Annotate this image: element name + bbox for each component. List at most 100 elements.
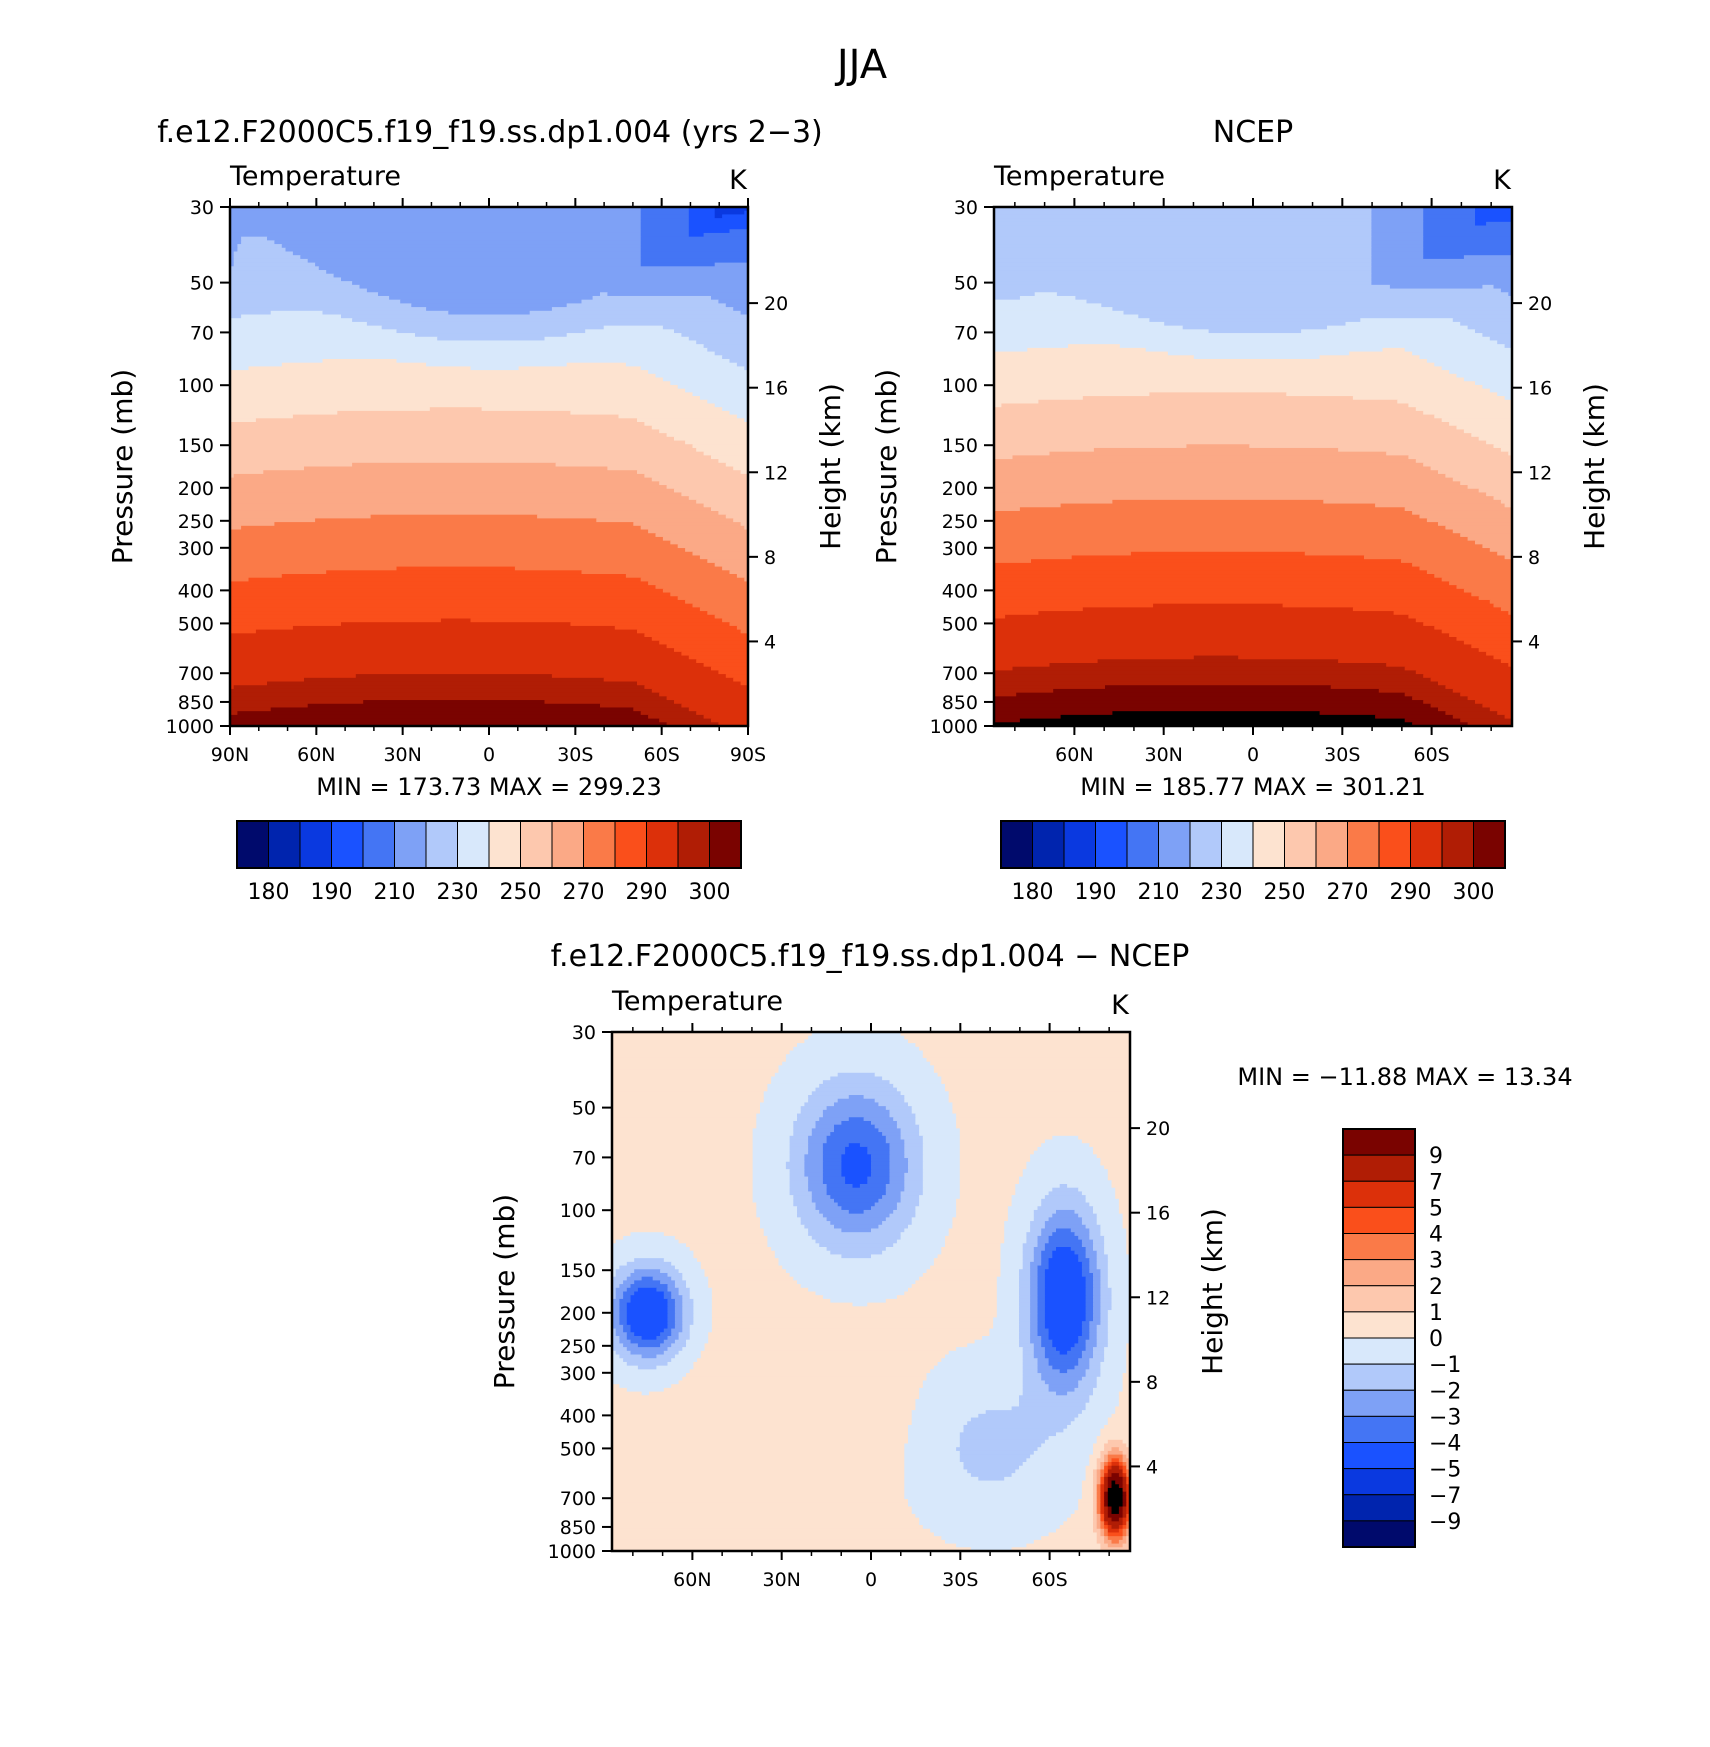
field-cell	[600, 292, 608, 297]
field-cell	[915, 1113, 957, 1118]
field-cell	[623, 1324, 632, 1330]
field-cell	[826, 1191, 887, 1196]
field-cell	[612, 1195, 754, 1200]
x-tick-label: 90S	[730, 744, 766, 766]
field-cell	[729, 410, 748, 416]
field-cell	[612, 1421, 913, 1426]
field-cell	[1449, 581, 1512, 586]
field-cell	[744, 210, 748, 216]
field-cell	[1041, 1250, 1053, 1256]
field-cell	[1104, 1424, 1130, 1430]
field-cell	[1031, 559, 1402, 564]
field-cell	[793, 1132, 813, 1137]
min-max-stats: MIN = −11.88 MAX = 13.34	[1237, 1063, 1572, 1091]
field-cell	[959, 1132, 1130, 1137]
field-cell	[640, 255, 748, 260]
field-cell	[1126, 1495, 1130, 1500]
field-cell	[822, 1176, 846, 1181]
field-cell	[1096, 1439, 1109, 1445]
field-cell	[689, 1328, 713, 1333]
field-cell	[1037, 1332, 1050, 1337]
field-cell	[1122, 1499, 1127, 1504]
field-cell	[1475, 540, 1512, 545]
field-cell	[1030, 1317, 1039, 1322]
field-cell	[956, 1120, 1130, 1126]
field-cell	[230, 410, 338, 416]
field-cell	[800, 1217, 828, 1222]
field-cell	[1371, 240, 1424, 245]
field-cell	[1030, 1158, 1101, 1163]
field-cell	[922, 1172, 961, 1178]
field-cell	[230, 333, 416, 338]
field-cell	[1089, 1361, 1101, 1367]
colorbar-label: 0	[1429, 1327, 1443, 1352]
field-cell	[612, 1484, 905, 1489]
field-cell	[1085, 1310, 1094, 1315]
field-cell	[994, 681, 1439, 686]
field-cell	[230, 551, 694, 557]
field-cell	[640, 214, 690, 219]
field-cell	[682, 1347, 706, 1352]
field-cell	[1004, 1228, 1031, 1233]
field-cell	[612, 1202, 757, 1207]
field-cell	[1111, 1462, 1120, 1467]
field-cell	[885, 1135, 902, 1141]
field-cell	[922, 1525, 1061, 1530]
field-cell	[1107, 1176, 1130, 1181]
field-cell	[994, 288, 1502, 293]
field-cell	[666, 644, 748, 649]
field-cell	[1100, 1532, 1105, 1537]
field-cell	[1330, 685, 1446, 690]
field-cell	[1122, 1213, 1130, 1218]
field-cell	[1371, 232, 1424, 238]
field-cell	[1100, 1310, 1109, 1315]
field-cell	[1037, 1358, 1050, 1363]
field-cell	[1078, 1339, 1087, 1344]
field-cell	[767, 1243, 820, 1248]
field-cell	[1044, 1306, 1087, 1311]
field-cell	[1085, 1473, 1094, 1478]
field-cell	[841, 1206, 872, 1211]
field-cell	[1111, 1484, 1120, 1489]
field-cell	[1070, 1228, 1090, 1233]
field-cell	[859, 1183, 887, 1189]
field-cell	[237, 711, 642, 716]
field-cell	[1107, 1328, 1130, 1333]
field-cell	[1030, 1154, 1098, 1159]
field-cell	[612, 1343, 624, 1348]
field-cell	[763, 1095, 809, 1100]
field-cell	[1000, 1269, 1020, 1274]
field-cell	[1404, 692, 1461, 697]
field-cell	[663, 1258, 698, 1263]
field-cell	[952, 1217, 1009, 1222]
field-cell	[1104, 1465, 1109, 1471]
field-cell	[1096, 1473, 1101, 1478]
field-cell	[804, 1154, 824, 1159]
field-cell	[729, 229, 748, 234]
field-cell	[612, 1506, 913, 1511]
y-tick-label: 70	[190, 322, 214, 344]
field-cell	[671, 1261, 702, 1267]
field-cell	[915, 1513, 1072, 1519]
field-cell	[1030, 1284, 1039, 1289]
field-cell	[612, 1395, 920, 1400]
field-cell	[1193, 355, 1321, 360]
field-cell	[230, 399, 708, 405]
field-cell	[1078, 1213, 1098, 1218]
field-cell	[994, 333, 1483, 338]
field-cell	[1100, 1302, 1113, 1307]
field-cell	[1100, 1528, 1105, 1534]
field-cell	[841, 1228, 872, 1233]
field-cell	[619, 1321, 628, 1326]
field-cell	[1107, 1510, 1113, 1515]
field-cell	[1430, 677, 1512, 683]
x-tick-label: 30S	[1324, 744, 1360, 766]
field-cell	[671, 1276, 683, 1281]
field-cell	[686, 1284, 709, 1289]
y-tick-label: 500	[942, 613, 978, 635]
field-cell	[612, 1543, 957, 1548]
field-cell	[1126, 1510, 1130, 1515]
field-cell	[889, 1146, 905, 1152]
field-cell	[670, 592, 748, 597]
field-cell	[615, 1291, 624, 1296]
